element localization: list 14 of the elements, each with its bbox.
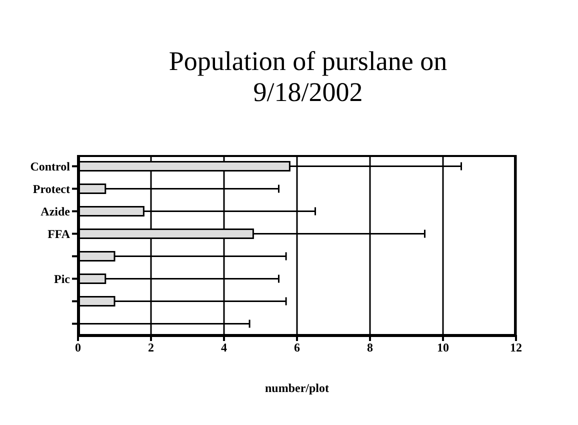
x-tick-label: 10 [437,340,449,355]
x-axis-title: number/plot [264,381,330,396]
x-tick-label: 8 [367,340,373,355]
x-tick-label: 2 [148,340,154,355]
y-tick-label: Pic [54,272,71,286]
x-tick-label: 0 [75,340,81,355]
chart-title: Population of purslane on 9/18/2002 [168,46,448,108]
y-tick-label: FFA [48,227,70,242]
x-tick-label: 4 [221,340,227,355]
x-tick-label: 6 [294,340,300,355]
y-tick-label: Protect [32,182,70,196]
y-tick-label: Control [30,160,71,174]
y-tick-label: Azide [40,204,71,219]
x-tick-label: 12 [510,340,522,355]
